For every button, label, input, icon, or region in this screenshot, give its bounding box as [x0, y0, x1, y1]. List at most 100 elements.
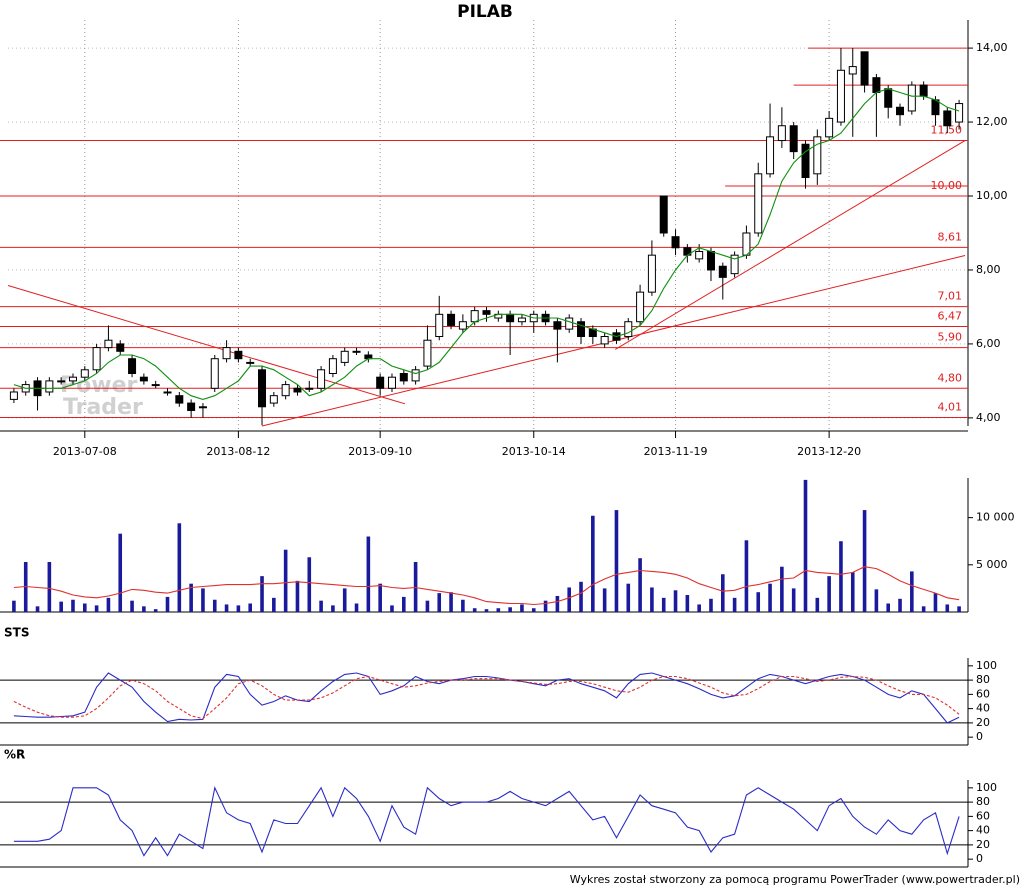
candle-body — [447, 313, 456, 326]
y-tick-label: 14,00 — [976, 41, 1008, 54]
level-label: 4,80 — [938, 371, 963, 384]
candle-body — [57, 380, 66, 383]
candle-body — [931, 99, 940, 116]
volume-bar — [260, 576, 264, 612]
volume-bar — [437, 593, 442, 612]
volume-bar — [933, 593, 938, 612]
level-label: 7,01 — [938, 290, 963, 303]
candle-body — [116, 343, 125, 352]
candle-body — [92, 347, 101, 371]
x-tick-label: 2013-08-12 — [206, 445, 270, 458]
volume-bar — [768, 583, 772, 612]
volume-bar — [567, 587, 572, 612]
volume-bar — [780, 566, 784, 612]
volume-bar — [82, 603, 87, 612]
candle-body — [506, 313, 515, 323]
volume-bar — [685, 595, 690, 612]
volume-bar — [378, 583, 382, 612]
candle-body — [647, 254, 656, 293]
candle-body — [246, 361, 255, 364]
volume-bar — [756, 592, 761, 612]
candle-body — [198, 406, 207, 409]
x-tick-label: 2013-10-14 — [502, 445, 566, 458]
candle-body — [577, 321, 586, 338]
volume-bar — [791, 588, 796, 612]
candle-body — [281, 384, 290, 397]
footer: Wykres został stworzony za pomocą progra… — [570, 873, 1020, 886]
volume-bar — [472, 608, 477, 612]
candle-body — [848, 66, 857, 75]
volume-bar — [673, 590, 678, 612]
candle-body — [387, 376, 396, 389]
candle-body — [139, 376, 148, 382]
candle-body — [671, 236, 680, 249]
candle-body — [364, 354, 373, 360]
indicator-line — [13, 786, 960, 857]
candle-body — [45, 380, 54, 393]
y-tick-label: 80 — [976, 673, 990, 686]
candle-body — [789, 125, 798, 153]
panel-title: STS — [4, 626, 29, 640]
volume-bar — [839, 541, 843, 612]
x-tick-label: 2013-12-20 — [797, 445, 861, 458]
volume-bar — [803, 479, 808, 612]
trend-line — [261, 255, 966, 427]
candle-body — [151, 384, 160, 387]
candle-body — [423, 339, 432, 367]
candle-body — [269, 395, 278, 404]
volume-bar — [130, 600, 134, 612]
candle-body — [718, 265, 727, 278]
volume-bar — [425, 600, 430, 612]
candle-body — [813, 136, 822, 175]
candle-body — [352, 350, 361, 353]
candle-body — [884, 88, 893, 108]
volume-bar — [720, 574, 725, 612]
candle-body — [600, 336, 609, 345]
candle-body — [860, 51, 869, 86]
candle-body — [872, 77, 881, 93]
volume-bar — [177, 523, 182, 612]
volume-bar — [461, 599, 465, 612]
volume-bar — [484, 609, 489, 612]
y-tick-label: 40 — [976, 824, 990, 837]
volume-bar — [342, 588, 347, 612]
candle-body — [411, 369, 420, 382]
volume-bar — [295, 580, 300, 612]
candle-body — [624, 321, 633, 338]
volume-bar — [520, 604, 524, 612]
y-tick-label: 12,00 — [976, 115, 1008, 128]
y-tick-label: 10 000 — [976, 511, 1015, 524]
level-label: 5,90 — [938, 331, 963, 344]
candle-body — [896, 106, 905, 116]
y-tick-label: 8,00 — [976, 263, 1001, 276]
candle-body — [340, 350, 349, 363]
volume-bar — [650, 587, 654, 612]
candle-body — [222, 347, 231, 360]
volume-bar — [579, 581, 583, 612]
moving-average — [13, 88, 960, 400]
y-tick-label: 80 — [976, 795, 990, 808]
candle-body — [293, 387, 302, 393]
candle-body — [258, 369, 267, 408]
candle-body — [175, 395, 184, 404]
y-tick-label: 20 — [976, 716, 990, 729]
volume-bar — [236, 605, 241, 612]
volume-bar — [638, 558, 642, 612]
candle-body — [955, 103, 964, 123]
volume-bar — [307, 557, 312, 612]
level-label: 8,61 — [938, 230, 963, 243]
volume-bar — [189, 583, 193, 612]
volume-bar — [957, 606, 961, 612]
volume-bar — [248, 603, 253, 612]
volume-bar — [47, 561, 52, 612]
candle-body — [470, 310, 479, 323]
volume-bar — [354, 603, 359, 612]
volume-bar — [898, 598, 902, 612]
volume-bar — [591, 515, 595, 612]
volume-bar — [744, 540, 749, 612]
volume-bar — [224, 604, 229, 612]
volume-bar — [862, 510, 867, 612]
volume-bar — [319, 600, 323, 612]
